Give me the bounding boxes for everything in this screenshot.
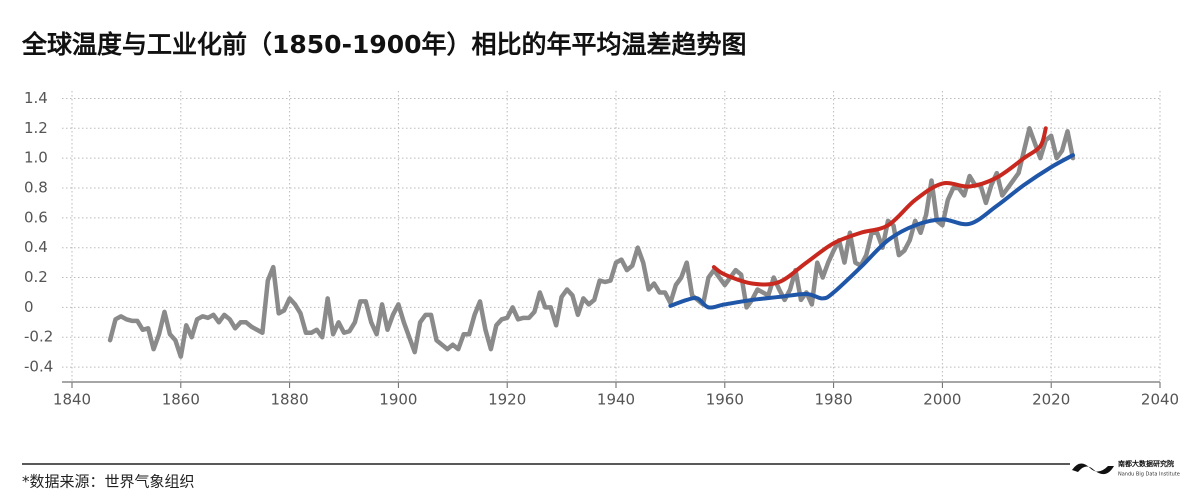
y-tick-label: 0.4	[24, 238, 48, 256]
x-tick-label: 1860	[162, 391, 200, 409]
y-tick-label: 1.4	[24, 89, 48, 107]
chart-title: 全球温度与工业化前（1850-1900年）相比的年平均温差趋势图	[21, 30, 747, 59]
x-tick-label: 2020	[1032, 391, 1070, 409]
y-tick-label: 0	[24, 298, 34, 316]
logo-subtext: Nandu Big Data Institute	[1118, 472, 1180, 478]
x-tick-label: 1880	[271, 391, 309, 409]
x-tick-label: 1900	[379, 391, 417, 409]
x-tick-label: 1940	[597, 391, 635, 409]
logo-text: 南都大数据研究院	[1118, 459, 1174, 468]
y-tick-label: 0.6	[24, 208, 48, 226]
x-tick-label: 1920	[488, 391, 526, 409]
source-note: *数据来源：世界气象组织	[22, 473, 195, 491]
series-line	[668, 153, 1075, 310]
y-tick-label: 0.2	[24, 268, 48, 286]
x-tick-label: 2000	[923, 391, 961, 409]
logo-mark	[1072, 463, 1114, 475]
series-line	[107, 126, 1076, 359]
y-tick-label: -0.4	[24, 358, 53, 376]
y-tick-label: 1.0	[24, 149, 48, 167]
x-tick-label: 1840	[53, 391, 91, 409]
y-tick-label: 0.8	[24, 179, 48, 197]
series-line	[711, 126, 1048, 287]
x-tick-label: 1980	[815, 391, 853, 409]
x-tick-label: 2040	[1141, 391, 1179, 409]
y-tick-label: -0.2	[24, 328, 53, 346]
y-tick-label: 1.2	[24, 119, 48, 137]
x-tick-label: 1960	[706, 391, 744, 409]
